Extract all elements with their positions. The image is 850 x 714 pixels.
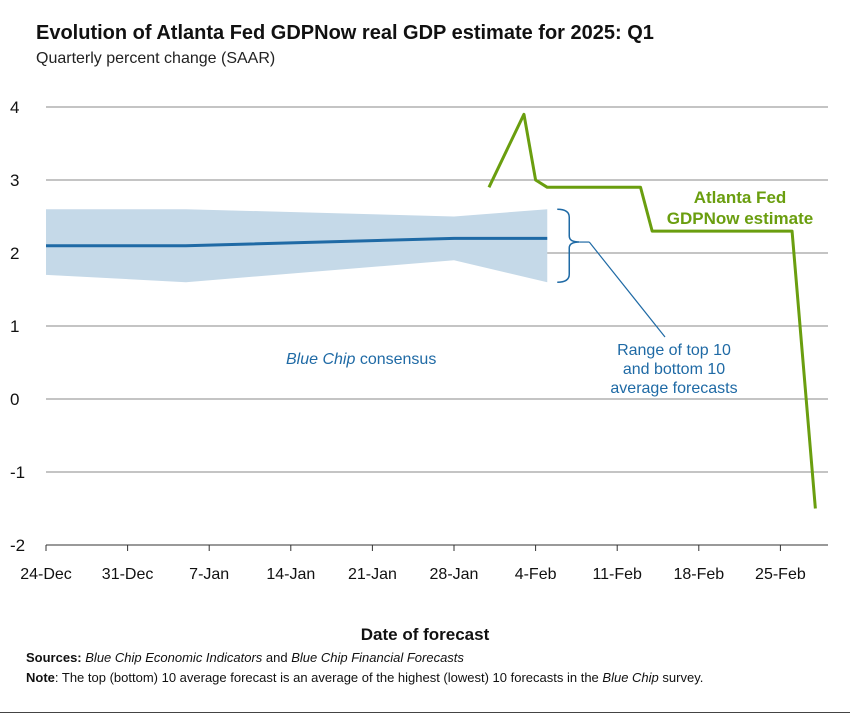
y-tick-label: -2	[10, 536, 25, 555]
sources-and: and	[262, 650, 292, 665]
gdpnow-label: GDPNow estimate	[667, 209, 813, 228]
chart-subtitle: Quarterly percent change (SAAR)	[36, 50, 276, 67]
consensus-label-rest: consensus	[355, 351, 436, 368]
y-tick-label: 4	[10, 98, 19, 117]
gdpnow-line	[487, 112, 817, 509]
note-end: survey.	[662, 670, 704, 685]
range-brace	[557, 208, 580, 283]
y-tick-label: 3	[10, 171, 19, 190]
x-tick-label: 28-Jan	[430, 566, 479, 583]
leader-line	[588, 241, 666, 338]
source-1: Blue Chip Economic Indicators	[85, 650, 263, 665]
x-tick-label: 25-Feb	[755, 566, 806, 583]
x-tick-label: 31-Dec	[102, 566, 154, 583]
x-axis-label: Date of forecast	[361, 625, 490, 644]
range-label: and bottom 10	[623, 361, 725, 378]
x-tick-label: 24-Dec	[20, 566, 72, 583]
y-tick-label: 1	[10, 317, 19, 336]
footnote: Note: The top (bottom) 10 average foreca…	[26, 669, 786, 686]
x-tick-label: 11-Feb	[592, 566, 642, 583]
range-label: average forecasts	[610, 380, 737, 397]
y-tick-label: 0	[10, 390, 19, 409]
note-italic: Blue Chip	[602, 670, 659, 685]
x-tick-label: 18-Feb	[673, 566, 724, 583]
x-tick-label: 7-Jan	[189, 566, 229, 583]
sources-note: Sources: Blue Chip Economic Indicators a…	[26, 650, 464, 665]
x-tick-label: 4-Feb	[515, 566, 557, 583]
consensus-label: Blue Chip consensus	[286, 351, 436, 368]
y-tick-label: -1	[10, 463, 25, 482]
note-label: Note	[26, 670, 55, 685]
consensus-line	[46, 236, 548, 248]
consensus-label-italic: Blue Chip	[286, 351, 355, 368]
y-tick-label: 2	[10, 244, 19, 263]
gdpnow-label: Atlanta Fed	[694, 188, 787, 207]
range-label: Range of top 10	[617, 342, 731, 359]
note-text: : The top (bottom) 10 average forecast i…	[54, 670, 603, 685]
x-tick-label: 21-Jan	[348, 566, 397, 583]
sources-label: Sources:	[26, 650, 82, 665]
bottom-divider	[0, 712, 850, 713]
range-band	[46, 209, 548, 283]
source-2: Blue Chip Financial Forecasts	[291, 650, 464, 665]
chart-title: Evolution of Atlanta Fed GDPNow real GDP…	[36, 22, 654, 44]
x-tick-label: 14-Jan	[266, 566, 315, 583]
